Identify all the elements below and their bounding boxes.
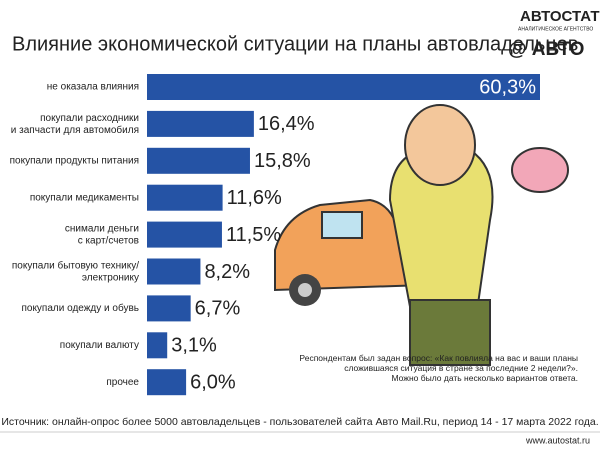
category-label: покупали расходники и запчасти для автомо…: [11, 113, 139, 136]
bar: [147, 74, 540, 100]
value-label: 60,3%: [479, 76, 536, 98]
value-label: 6,7%: [195, 298, 241, 320]
category-label: покупали медикаменты: [30, 192, 139, 203]
category-label: покупали одежду и обувь: [21, 302, 139, 314]
category-label: снимали деньги с карт/счетов: [65, 223, 139, 246]
bar: [147, 184, 223, 211]
logo-subtitle: АНАЛИТИЧЕСКОЕ АГЕНТСТВО: [518, 26, 593, 32]
bar: [147, 295, 191, 322]
category-label: покупали бытовую технику/электронику: [12, 259, 139, 283]
illustration: [274, 104, 569, 366]
bar: [147, 110, 254, 137]
chart-title: Влияние экономической ситуации на планы …: [12, 33, 578, 55]
value-label: 11,6%: [227, 187, 282, 209]
bar: [147, 147, 250, 174]
partner-logo: @ АВТО: [508, 39, 584, 60]
note: Респондентам был задан вопрос: «Как повл…: [299, 353, 578, 383]
source: Источник: онлайн-опрос более 5000 автовл…: [1, 416, 598, 428]
value-label: 3,1%: [171, 335, 217, 357]
url: www.autostat.ru: [525, 435, 590, 445]
value-label: 11,5%: [226, 224, 281, 246]
category-label: прочее: [106, 377, 139, 388]
logo: АВТОСТАТ: [520, 8, 599, 25]
value-label: 16,4%: [258, 113, 315, 135]
value-label: 8,2%: [204, 261, 250, 283]
category-label: не оказала влияния: [47, 82, 139, 93]
value-label: 15,8%: [254, 150, 311, 172]
bar: [147, 332, 168, 359]
category-label: покупали валюту: [60, 340, 139, 351]
category-label: покупали продукты питания: [10, 155, 139, 166]
bar: [147, 258, 201, 285]
value-label: 6,0%: [190, 371, 236, 393]
bar: [147, 369, 187, 396]
bar: [147, 221, 222, 248]
